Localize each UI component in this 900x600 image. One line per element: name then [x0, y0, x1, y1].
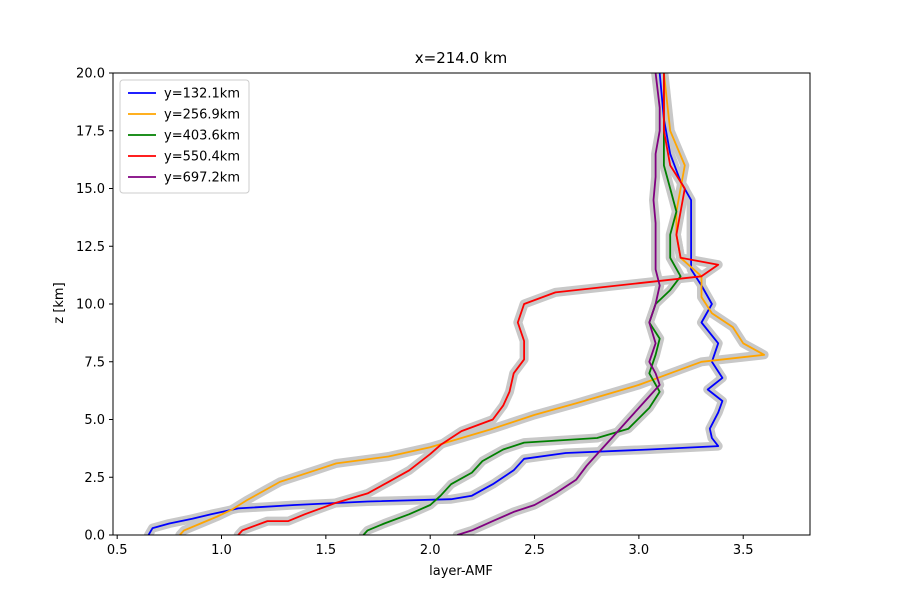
y-tick-label: 2.5 — [84, 471, 105, 486]
x-tick-label: 3.5 — [733, 543, 754, 558]
chart-title: x=214.0 km — [415, 49, 507, 67]
x-tick-label: 1.0 — [211, 543, 232, 558]
series-line-4 — [237, 73, 720, 535]
y-tick-label: 5.0 — [84, 413, 105, 428]
legend-entry-5: y=697.2km — [164, 171, 240, 186]
x-tick-label: 2.0 — [420, 543, 441, 558]
legend-entry-3: y=403.6km — [164, 129, 240, 144]
y-tick-label: 15.0 — [76, 182, 105, 197]
x-axis-label: layer-AMF — [429, 564, 493, 579]
legend-entry-4: y=550.4km — [164, 150, 240, 165]
series-line-1 — [147, 73, 724, 535]
y-axis-label: z [km] — [52, 282, 67, 323]
y-tick-label: 17.5 — [76, 124, 105, 139]
plot-frame — [112, 72, 811, 536]
x-tick-label: 1.5 — [316, 543, 337, 558]
y-tick-label: 10.0 — [76, 298, 105, 313]
legend-entry-1: y=132.1km — [164, 87, 240, 102]
series-line-5 — [457, 73, 661, 535]
series-line-3 — [362, 73, 682, 535]
y-tick-label: 12.5 — [76, 240, 105, 255]
x-tick-label: 2.5 — [524, 543, 545, 558]
y-tick-label: 0.0 — [84, 529, 105, 544]
y-tick-label: 7.5 — [84, 355, 105, 370]
x-tick-label: 3.0 — [629, 543, 650, 558]
x-tick-label: 0.5 — [107, 543, 128, 558]
y-tick-label: 20.0 — [76, 67, 105, 82]
legend-entry-2: y=256.9km — [164, 108, 240, 123]
legend-box — [119, 79, 250, 194]
